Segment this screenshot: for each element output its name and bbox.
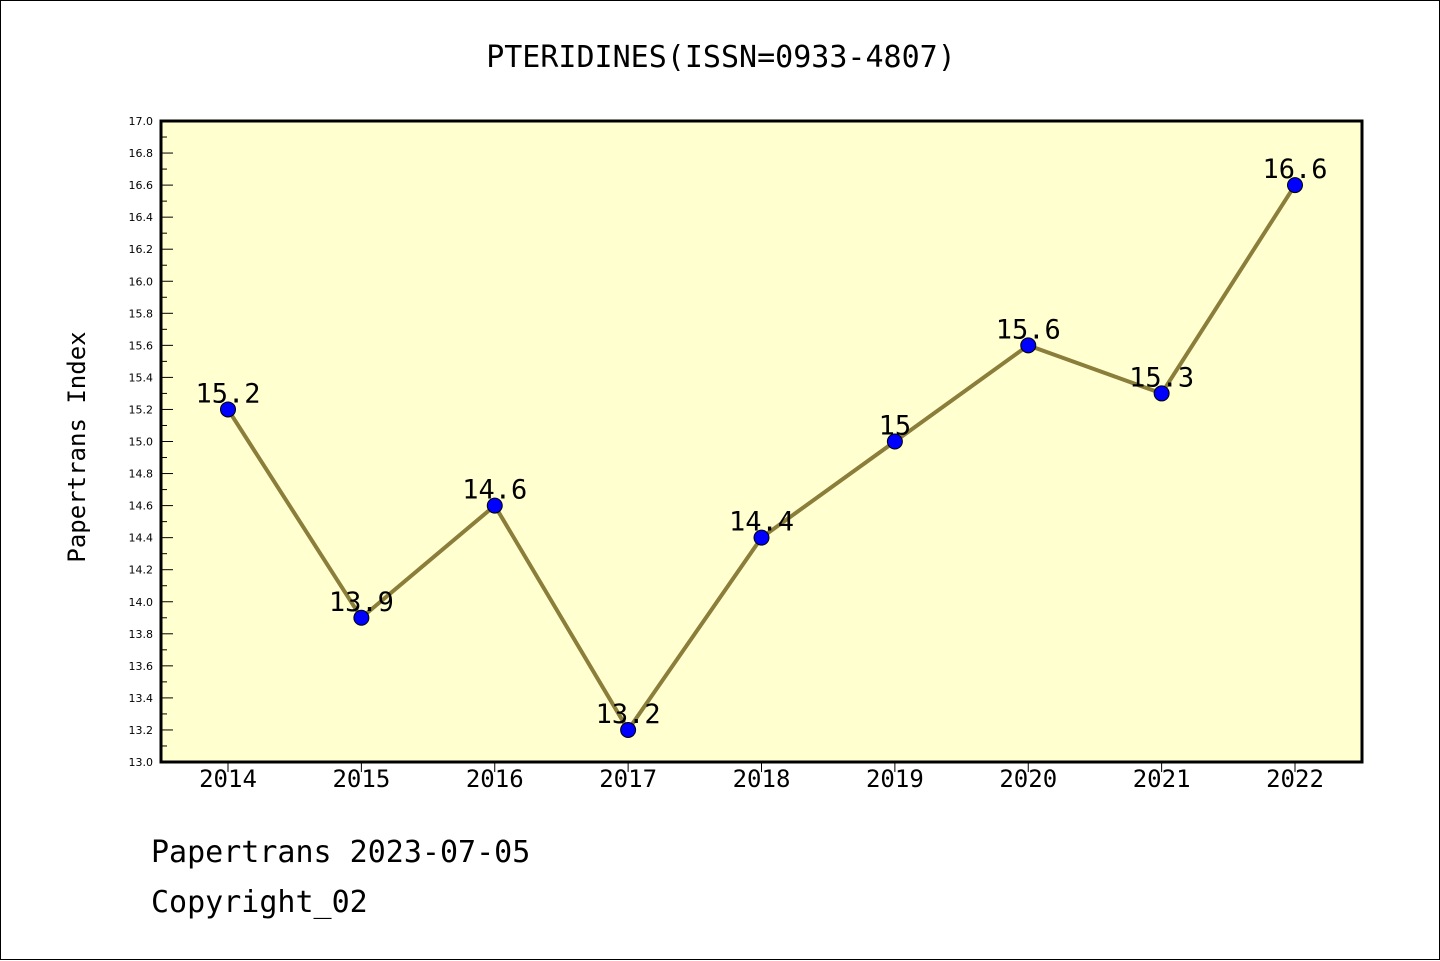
y-tick-label: 14.6 (129, 500, 154, 513)
y-tick-label: 14.8 (129, 468, 154, 481)
y-tick-label: 13.8 (129, 628, 154, 641)
data-point-marker (1020, 337, 1037, 354)
x-tick-label: 2019 (866, 765, 924, 793)
y-axis-label: Papertrans Index (63, 331, 91, 562)
x-tick-label: 2016 (466, 765, 524, 793)
plot-border (159, 119, 1364, 764)
data-point-marker (753, 529, 770, 546)
y-tick-label: 16.8 (129, 147, 154, 160)
y-tick-label: 16.4 (129, 211, 154, 224)
x-tick-label: 2021 (1133, 765, 1191, 793)
y-axis: 13.0 13.2 13.4 13.6 13.8 14.0 14.2 14.4 14.6 14.8… (129, 115, 173, 769)
data-point-marker (886, 433, 903, 450)
y-tick-label: 13.6 (129, 660, 154, 673)
y-tick-label: 14.2 (129, 564, 154, 577)
footer-source: Papertrans 2023-07-05 (151, 835, 531, 870)
x-tick-label: 2018 (733, 765, 791, 793)
y-tick-label: 15.8 (129, 307, 154, 320)
y-tick-label: 16.2 (129, 243, 154, 256)
x-tick-label: 2022 (1266, 765, 1324, 793)
data-point-marker (220, 401, 236, 418)
y-tick-label: 15.0 (129, 436, 154, 449)
y-tick-label: 17.0 (129, 115, 154, 128)
x-tick-label: 2014 (199, 765, 257, 793)
x-axis: 2014 2015 2016 2017 2018 2019 2020 2021 2022 (199, 762, 1324, 793)
y-tick-label: 13.4 (129, 692, 154, 705)
y-tick-label: 16.0 (129, 275, 154, 288)
data-point-marker (1153, 385, 1170, 402)
x-tick-label: 2020 (999, 765, 1057, 793)
x-tick-label: 2015 (332, 765, 390, 793)
data-point-marker (486, 497, 503, 514)
y-tick-label: 16.6 (129, 179, 154, 192)
y-tick-label: 13.2 (129, 724, 154, 737)
data-point-marker (620, 721, 637, 738)
y-tick-label: 15.2 (129, 403, 154, 416)
y-tick-label: 13.0 (129, 756, 154, 769)
x-tick-label: 2017 (599, 765, 657, 793)
footer-copyright: Copyright_02 (151, 885, 368, 920)
y-tick-label: 15.4 (129, 371, 154, 384)
data-point-marker (353, 609, 370, 626)
y-tick-label: 14.4 (129, 532, 154, 545)
data-point-marker (1287, 177, 1303, 194)
plot-area (161, 121, 1362, 762)
y-tick-label: 14.0 (129, 596, 154, 609)
y-tick-label: 15.6 (129, 339, 154, 352)
chart-title: PTERIDINES(ISSN=0933-4807) (486, 40, 956, 75)
